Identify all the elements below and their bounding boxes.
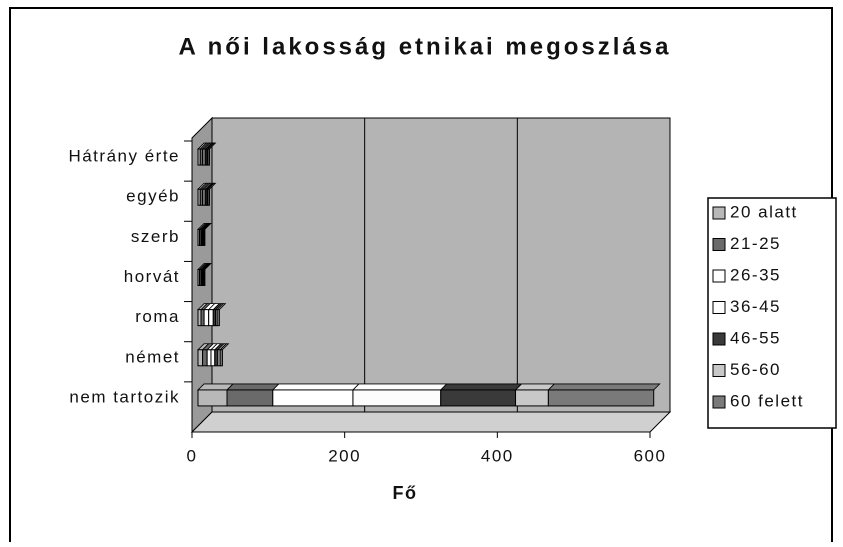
bar — [197, 389, 228, 407]
y-tick-label: egyéb — [126, 187, 180, 206]
legend-swatch — [712, 269, 726, 283]
x-tick-label: 0 — [187, 446, 198, 465]
legend-swatch — [712, 238, 726, 251]
x-tick-label: 200 — [328, 446, 361, 465]
bar-top — [547, 383, 661, 391]
legend-label: 26-35 — [730, 265, 781, 284]
bar — [219, 349, 223, 367]
bar-top — [439, 383, 523, 391]
chart-title: A női lakosság etnikai megoszlása — [179, 33, 672, 60]
bar — [272, 389, 354, 407]
bar — [515, 389, 549, 407]
bar-top — [514, 383, 556, 391]
y-tick-label: Hátrány érte — [68, 147, 180, 166]
bar — [203, 309, 210, 327]
bar — [208, 309, 214, 327]
y-tick-label: roma — [135, 307, 180, 326]
bar — [216, 309, 220, 327]
bar — [203, 269, 206, 286]
legend-swatch — [712, 364, 726, 377]
y-tick-label: szerb — [131, 227, 180, 246]
legend-label: 56-60 — [730, 360, 781, 379]
bar — [440, 389, 517, 407]
legend-label: 20 alatt — [730, 202, 798, 221]
bar — [226, 389, 274, 407]
y-tick-label: nem tartozik — [69, 387, 180, 406]
bar-top — [271, 383, 360, 391]
bar-top — [226, 383, 280, 391]
legend-label: 46-55 — [730, 328, 781, 347]
floor — [190, 411, 672, 433]
legend-label: 21-25 — [730, 234, 781, 253]
bar — [352, 389, 442, 407]
bar — [202, 349, 208, 367]
x-tick-label: 400 — [481, 446, 514, 465]
legend-label: 36-45 — [730, 297, 781, 316]
bar — [206, 349, 212, 367]
bar — [203, 228, 206, 246]
back-wall — [211, 117, 671, 413]
legend-swatch — [712, 332, 726, 346]
x-axis-title: Fő — [393, 483, 418, 503]
legend-label: 60 felett — [730, 391, 804, 410]
bar-top — [351, 383, 448, 391]
legend-swatch — [712, 395, 726, 409]
legend-swatch — [712, 301, 726, 314]
bar — [547, 389, 655, 407]
legend-swatch — [712, 206, 726, 220]
bar — [207, 148, 210, 166]
bar — [207, 188, 210, 206]
bar — [197, 349, 204, 367]
y-tick-label: horvát — [124, 267, 180, 286]
legend-box — [707, 197, 837, 429]
bar — [210, 349, 216, 367]
x-tick-label: 600 — [634, 446, 667, 465]
y-tick-label: német — [125, 347, 180, 366]
